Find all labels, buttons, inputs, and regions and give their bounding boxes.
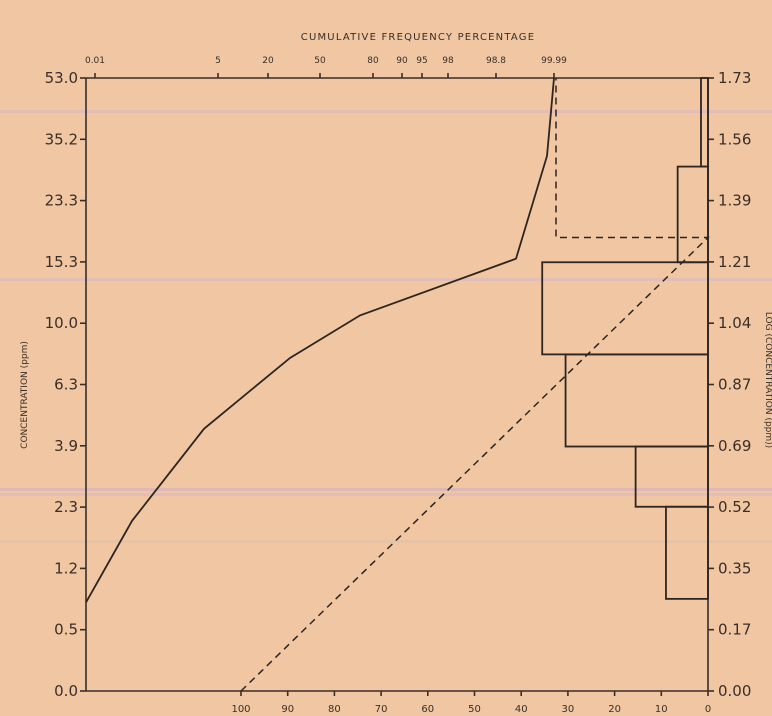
axes (80, 73, 714, 696)
dashed-reference-line (240, 78, 710, 692)
y-left-tick-label: 6.3 (54, 376, 78, 394)
y-right-tick-label: 1.21 (718, 253, 751, 271)
x-bottom-tick-label: 50 (468, 704, 481, 715)
series-lines (85, 77, 710, 692)
histogram-bar (564, 353, 709, 448)
x-top-tick-label: 95 (416, 56, 427, 66)
y-right-tick-label: 0.52 (718, 498, 751, 516)
x-top-tick-label: 20 (262, 56, 274, 66)
y-left-tick-label: 0.0 (54, 682, 78, 700)
x-top-tick-label: 99.99 (541, 56, 567, 66)
x-top-tick-label: 98.8 (486, 56, 506, 66)
y-left-tick-label: 35.2 (45, 130, 78, 148)
x-bottom-tick-label: 90 (281, 704, 294, 715)
histogram-bar (700, 77, 709, 168)
y-left-tick-label: 15.3 (45, 253, 78, 271)
x-bottom-tick-label: 60 (421, 704, 434, 715)
y-right-tick-label: 0.00 (718, 682, 751, 700)
y-right-tick-label: 0.35 (718, 559, 751, 577)
x-top-tick-label: 90 (396, 56, 408, 66)
x-bottom-tick-label: 30 (562, 704, 575, 715)
y-right-tick-label: 1.56 (718, 130, 751, 148)
histogram-bar (676, 165, 709, 264)
x-bottom-tick-label: 70 (375, 704, 388, 715)
x-top-tick-label: 98 (442, 56, 454, 66)
paper-stripes (0, 110, 772, 543)
y-right-tick-label: 1.73 (718, 69, 751, 87)
y-left-tick-label: 10.0 (45, 314, 78, 332)
histogram-bar (541, 261, 709, 356)
x-bottom-tick-label: 10 (655, 704, 668, 715)
histogram-bar (634, 445, 709, 508)
y-left-tick-label: 23.3 (45, 192, 78, 210)
y-left-tick-label: 2.3 (54, 498, 78, 516)
tick-labels: 53.0 1.73 35.2 1.56 23.3 1.39 15.3 1.21 10.0 1.04… (45, 56, 752, 715)
paper-stripe-0 (0, 110, 772, 113)
y-axis-label-right: LOG (CONCENTRATION (ppm)) (763, 312, 772, 448)
paper-stripe-3 (0, 493, 772, 496)
x-top-tick-label: 50 (314, 56, 326, 66)
y-right-tick-label: 0.87 (718, 376, 751, 394)
y-right-tick-label: 1.04 (718, 314, 751, 332)
y-right-tick-label: 1.39 (718, 192, 751, 210)
y-left-tick-label: 53.0 (45, 69, 78, 87)
y-left-tick-label: 1.2 (54, 559, 78, 577)
cumulative-curve (85, 77, 555, 603)
y-left-tick-label: 3.9 (54, 437, 78, 455)
x-top-tick-label: 80 (367, 56, 379, 66)
y-left-tick-label: 0.5 (54, 621, 78, 639)
x-bottom-tick-label: 100 (231, 704, 250, 715)
paper-stripe-4 (0, 540, 772, 543)
x-bottom-tick-label: 0 (705, 704, 711, 715)
x-bottom-tick-label: 80 (328, 704, 341, 715)
histogram-bars (541, 77, 709, 600)
y-right-tick-label: 0.69 (718, 437, 751, 455)
x-top-tick-label: 5 (215, 56, 221, 66)
x-bottom-tick-label: 40 (515, 704, 528, 715)
y-axis-label: CONCENTRATION (ppm) (20, 341, 30, 449)
paper-stripe-2 (0, 488, 772, 491)
chart-title: CUMULATIVE FREQUENCY PERCENTAGE (301, 32, 535, 43)
paper-stripe-1 (0, 278, 772, 281)
y-right-tick-label: 0.17 (718, 621, 751, 639)
x-top-tick-label: 0.01 (85, 56, 105, 66)
histogram-bar (665, 505, 709, 600)
x-bottom-tick-label: 20 (608, 704, 621, 715)
